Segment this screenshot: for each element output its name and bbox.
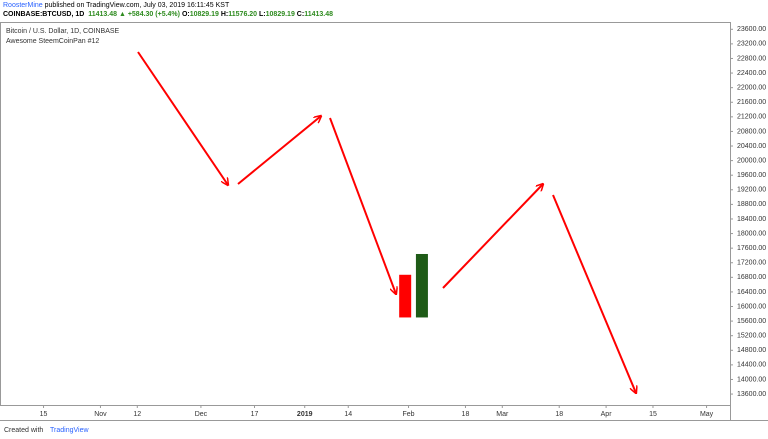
symbol-line: COINBASE:BTCUSD, 1D 11413.48 ▲ +584.30 (… xyxy=(3,11,333,18)
y-tick-label: 13600.00 xyxy=(737,391,766,398)
y-tick-label: 17600.00 xyxy=(737,245,766,252)
y-tick-label: 22400.00 xyxy=(737,70,766,77)
y-tick-label: 14000.00 xyxy=(737,376,766,383)
y-tick-label: 22800.00 xyxy=(737,55,766,62)
ohlc-value: 11576.20 xyxy=(228,11,258,18)
y-tick-label: 23600.00 xyxy=(737,26,766,33)
candle-body xyxy=(399,274,412,318)
y-tick-label: 15200.00 xyxy=(737,333,766,340)
x-tick-label: Dec xyxy=(195,411,208,418)
publish-line: RoosterMine published on TradingView.com… xyxy=(3,2,229,9)
y-tick-label: 22000.00 xyxy=(737,85,766,92)
arrow xyxy=(237,116,321,185)
y-tick-label: 19600.00 xyxy=(737,172,766,179)
y-tick-label: 15600.00 xyxy=(737,318,766,325)
chart-title: Bitcoin / U.S. Dollar, 1D, COINBASE xyxy=(6,28,120,35)
change: ▲ +584.30 (+5.4%) xyxy=(118,11,180,18)
ohlc-label: C: xyxy=(296,11,305,18)
x-tick-label: 18 xyxy=(462,411,470,418)
symbol: COINBASE:BTCUSD, 1D xyxy=(3,11,85,18)
y-tick-label: 16800.00 xyxy=(737,274,766,281)
y-tick-label: 16400.00 xyxy=(737,289,766,296)
x-tick-label: 17 xyxy=(251,411,259,418)
arrow xyxy=(329,117,396,294)
y-tick-label: 20000.00 xyxy=(737,157,766,164)
x-tick-label: 18 xyxy=(555,411,563,418)
ohlc-value: 11413.48 xyxy=(304,11,333,18)
published: published on TradingView.com, July 03, 2… xyxy=(44,2,230,9)
y-tick-label: 19200.00 xyxy=(737,187,766,194)
drawn-arrows xyxy=(137,51,636,393)
chart-subtitle: Awesome SteemCoinPan #12 xyxy=(6,38,99,45)
y-tick-label: 21200.00 xyxy=(737,114,766,121)
arrow xyxy=(552,194,636,393)
x-tick-label: 2019 xyxy=(297,411,313,418)
y-tick-label: 14400.00 xyxy=(737,362,766,369)
price: 11413.48 xyxy=(88,11,117,18)
y-tick-label: 18800.00 xyxy=(737,201,766,208)
ohlc-value: 10829.19 xyxy=(189,11,219,18)
x-tick-label: 15 xyxy=(40,411,48,418)
x-tick-label: Feb xyxy=(403,411,415,418)
y-tick-label: 21600.00 xyxy=(737,99,766,106)
footer-text: Created with xyxy=(4,427,43,434)
candle-body xyxy=(415,253,428,318)
y-tick-label: 16000.00 xyxy=(737,303,766,310)
footer-brand[interactable]: TradingView xyxy=(50,427,89,434)
y-tick-label: 18000.00 xyxy=(737,230,766,237)
x-tick-label: 12 xyxy=(133,411,141,418)
ohlc-label: H: xyxy=(220,11,229,18)
ohlc-label: L: xyxy=(259,11,266,18)
arrow xyxy=(137,51,228,185)
x-tick-label: 14 xyxy=(344,411,352,418)
y-tick-label: 14800.00 xyxy=(737,347,766,354)
ohlc-label: O: xyxy=(181,11,190,18)
ohlc-value: 10829.19 xyxy=(265,11,295,18)
y-tick-label: 23200.00 xyxy=(737,41,766,48)
y-tick-label: 20800.00 xyxy=(737,128,766,135)
x-tick-label: Mar xyxy=(496,411,509,418)
arrow xyxy=(442,184,543,289)
y-tick-label: 20400.00 xyxy=(737,143,766,150)
y-tick-label: 17200.00 xyxy=(737,260,766,267)
x-tick-label: Nov xyxy=(94,411,107,418)
x-tick-label: May xyxy=(700,411,714,418)
x-tick-label: Apr xyxy=(601,411,613,418)
author[interactable]: RoosterMine xyxy=(3,2,43,9)
x-tick-label: 15 xyxy=(649,411,657,418)
y-tick-label: 18400.00 xyxy=(737,216,766,223)
